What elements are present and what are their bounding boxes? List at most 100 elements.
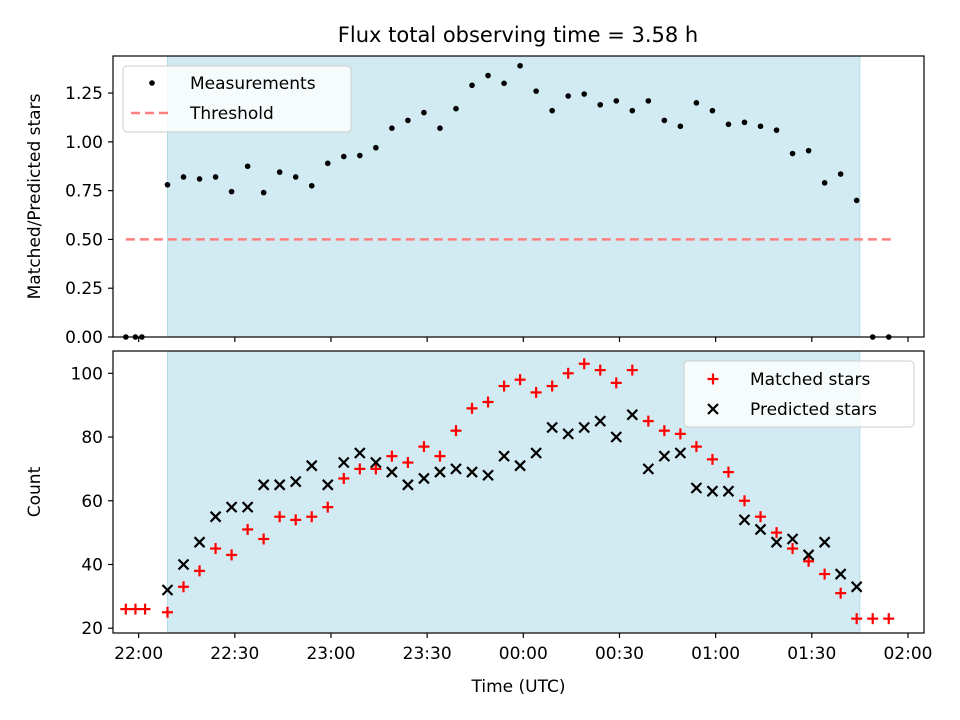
matched-star-point [562, 367, 574, 379]
predicted-star-stroke-b [578, 421, 590, 434]
legend-predicted-marker-b [707, 403, 719, 415]
y-tick-label: 100 [71, 364, 103, 384]
matched-star-point [514, 374, 526, 386]
matched-star-point [738, 495, 750, 507]
predicted-star-point [273, 479, 286, 491]
predicted-star-stroke-b [209, 510, 222, 523]
matched-star-point [771, 527, 783, 539]
matched-star-point [851, 613, 863, 625]
measurement-point [244, 163, 251, 170]
x-tick-label: 01:00 [691, 644, 740, 664]
x-axis-label: Time (UTC) [471, 677, 566, 697]
predicted-star-point [626, 408, 639, 421]
predicted-star-point [321, 479, 334, 491]
matched-star-point [258, 533, 270, 545]
measurement-point [357, 152, 363, 159]
measurement-point [661, 117, 668, 124]
y-axis-label: Count [25, 466, 45, 517]
y-tick-label: 1.25 [65, 84, 103, 104]
predicted-star-point [738, 514, 751, 526]
predicted-star-point [418, 472, 430, 485]
predicted-star-point [818, 536, 831, 548]
matched-star-point [290, 514, 302, 526]
matched-star-point [161, 606, 173, 618]
matched-star-point [803, 555, 815, 567]
predicted-star-point [161, 584, 174, 596]
predicted-star-point [610, 431, 623, 443]
measurement-point [212, 174, 219, 180]
legend-box [122, 65, 352, 133]
predicted-star-stroke-b [289, 475, 302, 488]
predicted-star-point [225, 501, 238, 513]
predicted-star-point [530, 447, 542, 459]
measurement-point [773, 127, 780, 133]
matched-star-point [274, 511, 286, 523]
matched-star-point [706, 453, 718, 465]
predicted-star-point [498, 450, 510, 462]
measurement-point [629, 107, 636, 114]
predicted-star-point [642, 463, 655, 475]
predicted-star-point [241, 501, 254, 513]
matched-star-point [242, 523, 254, 535]
x-tick-label: 22:00 [114, 644, 163, 664]
predicted-star-point [402, 479, 414, 491]
predicted-star-point [209, 510, 222, 523]
measurement-point [292, 174, 299, 180]
x-tick-label: 00:30 [595, 644, 644, 664]
matched-star-point [418, 441, 430, 453]
matched-star-point [883, 613, 895, 625]
measurement-point [837, 171, 844, 177]
matched-star-point [226, 549, 238, 561]
predicted-star-stroke-b [450, 463, 462, 475]
predicted-star-stroke-b [706, 485, 719, 497]
predicted-star-stroke-b [402, 479, 414, 491]
predicted-star-point [305, 459, 318, 472]
axes-frame [112, 350, 925, 634]
measurement-point [308, 182, 315, 189]
predicted-star-point [193, 536, 206, 548]
matched-star-point [867, 613, 879, 625]
predicted-star-point [770, 536, 783, 548]
predicted-star-stroke-b [354, 447, 366, 459]
legend-matched-label: Matched stars [750, 370, 870, 390]
predicted-star-point [257, 479, 270, 491]
matched-star-point [787, 543, 799, 555]
measurement-point [533, 88, 539, 94]
measurement-point [725, 121, 732, 128]
measurement-point [228, 188, 235, 195]
predicted-star-stroke-b [273, 479, 286, 491]
y-axis-label: Matched/Predicted stars [25, 93, 45, 299]
predicted-star-stroke-b [546, 421, 558, 434]
predicted-star-stroke-b [834, 568, 847, 580]
y-tick-label: 0.25 [65, 279, 103, 299]
matched-star-point [498, 380, 510, 392]
legend-predicted-label: Predicted stars [750, 400, 877, 420]
axes-frame [112, 55, 925, 338]
matched-star-point [674, 428, 686, 440]
predicted-star-stroke-b [514, 459, 526, 472]
measurement-point [597, 101, 604, 108]
matched-star-point [194, 565, 206, 577]
matched-star-point [450, 425, 462, 437]
predicted-star-point [658, 450, 671, 462]
predicted-star-point [482, 469, 494, 482]
measurement-point [453, 105, 459, 112]
predicted-star-point [177, 558, 190, 571]
bottom-panel: 22:00 22:30 23:00 23:30 00:00 00:30 01:00 01:30… [25, 350, 932, 697]
measurement-point [340, 153, 347, 160]
y-tick-label: 60 [81, 492, 103, 512]
matched-star-point [642, 415, 654, 427]
matched-star-point [370, 463, 382, 475]
measurement-point [437, 125, 443, 132]
y-tick-label: 40 [81, 555, 103, 575]
predicted-star-stroke-b [370, 456, 382, 469]
figure-title: Flux total observing time = 3.58 h [338, 23, 698, 47]
measurement-point [405, 117, 411, 124]
measurement-point [565, 93, 571, 99]
matched-star-point [610, 377, 622, 389]
matched-star-point [690, 441, 702, 453]
predicted-star-stroke-b [338, 456, 350, 469]
measurement-point [276, 169, 283, 175]
measurement-point [613, 98, 620, 104]
